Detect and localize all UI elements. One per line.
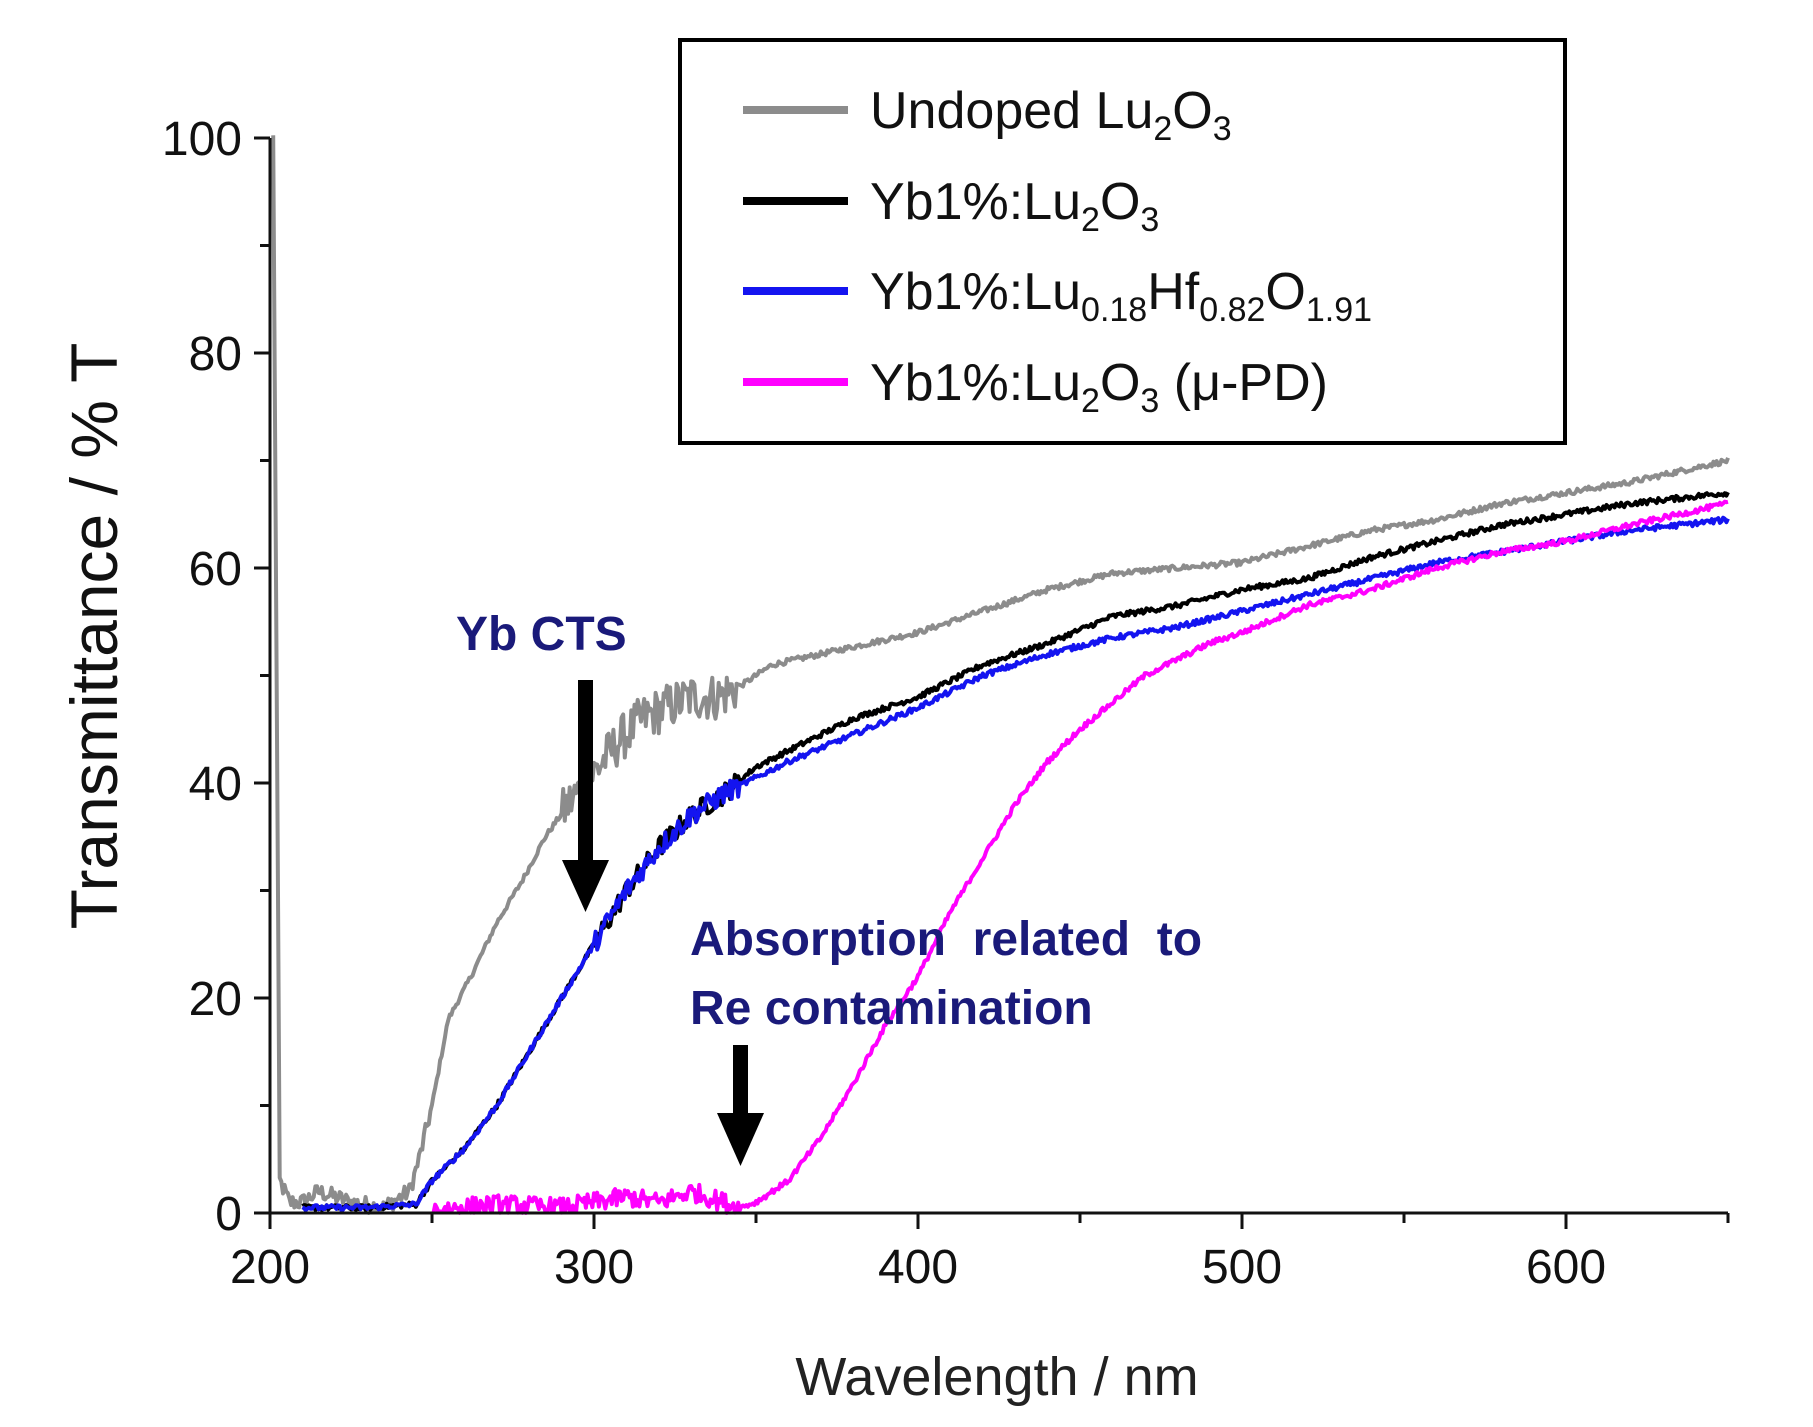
y-tick-label: 80 [189, 328, 242, 381]
x-tick-label: 300 [554, 1241, 634, 1294]
y-tick-label: 60 [189, 543, 242, 596]
y-tick-label: 40 [189, 758, 242, 811]
legend: Undoped Lu2O3 Yb1%:Lu2O3 Yb1%:Lu0.18Hf0.… [678, 38, 1567, 445]
x-axis-title: Wavelength / nm [795, 1347, 1198, 1407]
y-tick-label: 100 [162, 113, 242, 166]
arrow-yb-cts [562, 680, 609, 912]
annotation-yb-cts: Yb CTS [456, 608, 627, 661]
y-tick-label: 20 [189, 973, 242, 1026]
legend-label-yb-luhfo: Yb1%:Lu0.18Hf0.82O1.91 [870, 263, 1372, 329]
series-layer [271, 135, 1730, 1215]
series-line-4 [431, 499, 1729, 1215]
annotation-absorption: Absorption related to [690, 913, 1202, 966]
x-tick-label: 400 [878, 1241, 958, 1294]
x-tick-label: 200 [230, 1241, 310, 1294]
ticks: 200 300 400 500 600 0 20 40 60 80 100 [162, 113, 1730, 1294]
legend-label-yb-lu2o3: Yb1%:Lu2O3 [870, 173, 1159, 239]
legend-label-undoped: Undoped Lu2O3 [870, 82, 1232, 148]
annotation-re-contamination: Re contamination [690, 982, 1093, 1035]
legend-label-yb-lu2o3-mupd: Yb1%:Lu2O3 (μ-PD) [870, 354, 1328, 420]
series-line-1 [271, 135, 1730, 1215]
x-tick-label: 500 [1202, 1241, 1282, 1294]
y-tick-label: 0 [215, 1188, 242, 1241]
y-axis-title: Transmittance / % T [57, 343, 131, 930]
arrow-re-contamination [717, 1045, 764, 1166]
x-tick-label: 600 [1526, 1241, 1606, 1294]
